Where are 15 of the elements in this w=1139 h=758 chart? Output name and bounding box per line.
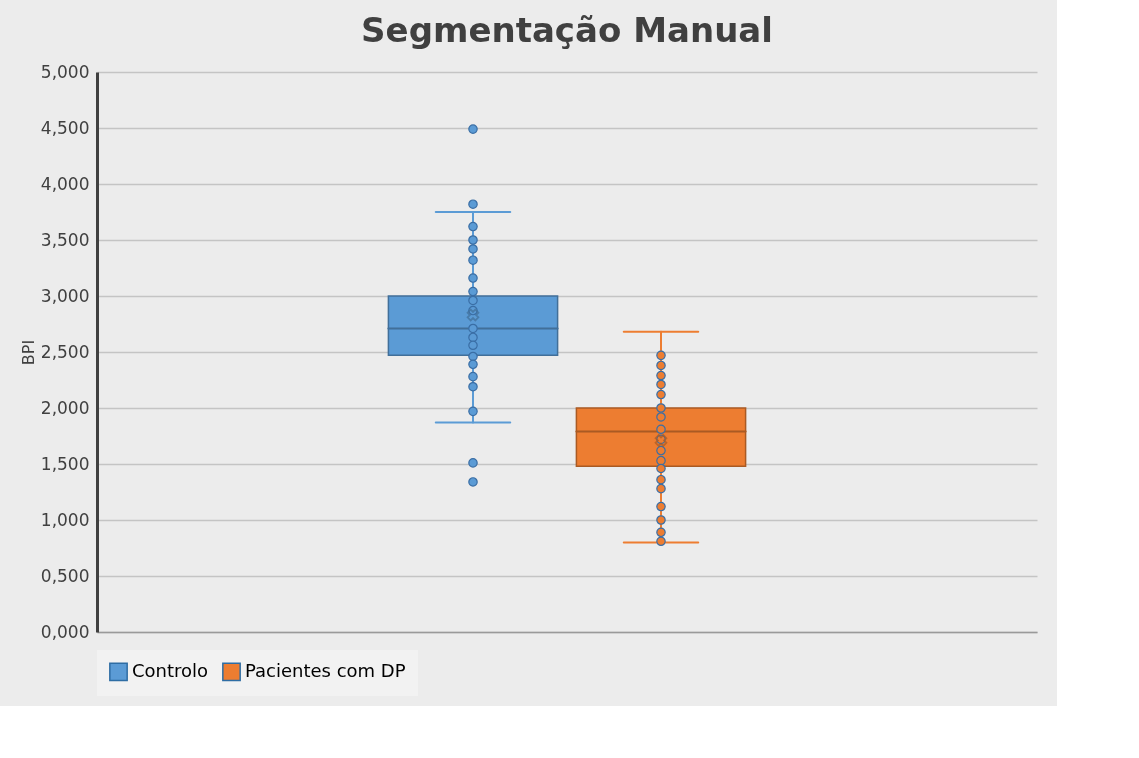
y-tick-label: 0,000 xyxy=(40,621,90,642)
y-tick-label: 1,500 xyxy=(40,453,90,474)
y-tick-label: 4,000 xyxy=(40,173,90,194)
y-axis-title: BPI xyxy=(18,339,38,366)
y-tick-label: 0,500 xyxy=(40,565,90,586)
y-tick-label: 4,500 xyxy=(40,117,90,138)
y-tick-label: 3,000 xyxy=(40,285,90,306)
chart-title: Segmentação Manual xyxy=(361,10,773,50)
y-tick-label: 1,000 xyxy=(40,509,90,530)
y-tick-label: 2,500 xyxy=(40,341,90,362)
legend-label: Pacientes com DP xyxy=(245,659,406,681)
y-tick-label: 5,000 xyxy=(40,61,90,82)
legend-label: Controlo xyxy=(132,659,209,681)
y-tick-label: 3,500 xyxy=(40,229,90,250)
y-tick-label: 2,000 xyxy=(40,397,90,418)
